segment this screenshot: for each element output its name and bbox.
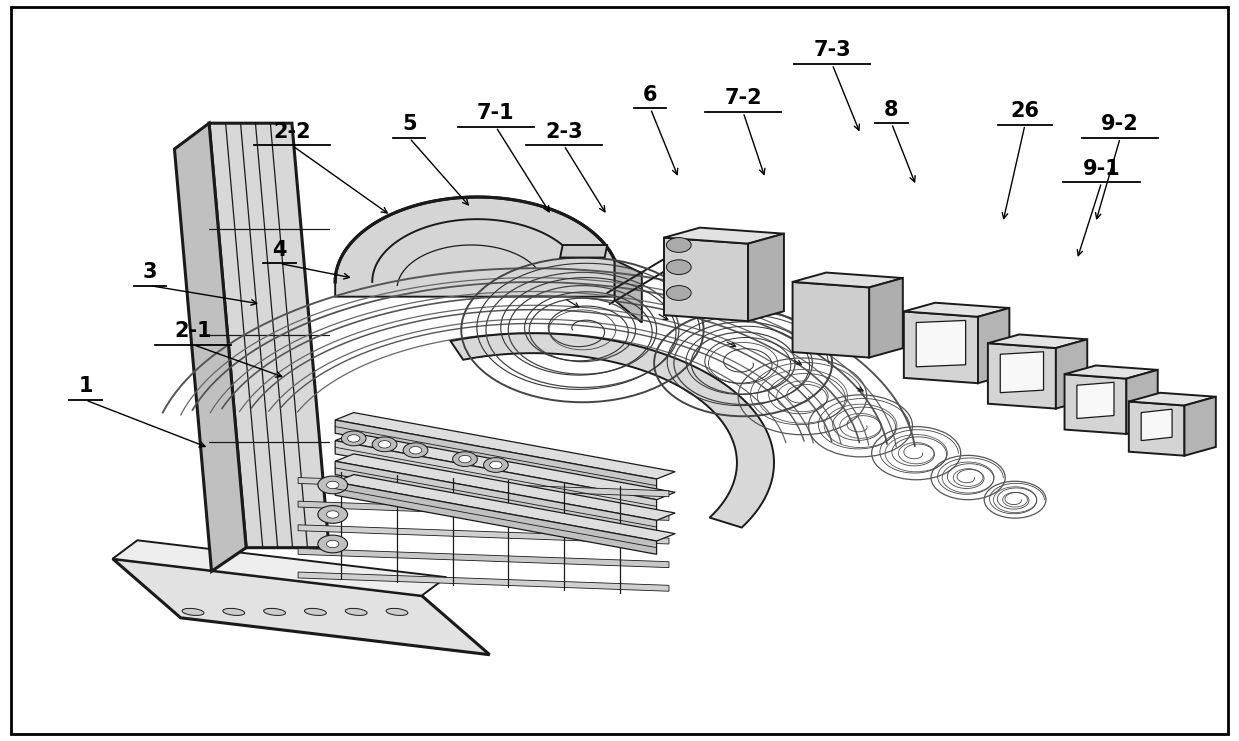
Polygon shape — [793, 273, 903, 288]
Polygon shape — [903, 311, 978, 383]
Circle shape — [342, 431, 366, 446]
Polygon shape — [336, 413, 675, 479]
Circle shape — [667, 238, 691, 253]
Ellipse shape — [223, 608, 245, 616]
Polygon shape — [336, 454, 675, 520]
Ellipse shape — [305, 608, 326, 616]
Polygon shape — [113, 559, 489, 655]
Polygon shape — [299, 548, 669, 568]
Circle shape — [483, 458, 508, 472]
Polygon shape — [1064, 374, 1126, 434]
Polygon shape — [1141, 409, 1172, 441]
Ellipse shape — [264, 608, 285, 616]
Polygon shape — [1184, 396, 1215, 456]
Polygon shape — [870, 278, 903, 358]
Circle shape — [452, 452, 477, 467]
Ellipse shape — [182, 608, 204, 616]
Polygon shape — [978, 308, 1010, 383]
Polygon shape — [299, 572, 669, 591]
Text: 5: 5 — [401, 114, 416, 134]
Text: 26: 26 — [1011, 101, 1040, 121]
Text: 4: 4 — [273, 240, 286, 260]
Circle shape — [667, 285, 691, 300]
Polygon shape — [560, 245, 607, 258]
Polygon shape — [615, 260, 642, 322]
Text: 9-2: 9-2 — [1101, 114, 1139, 134]
Polygon shape — [336, 482, 657, 554]
Circle shape — [318, 535, 347, 553]
Circle shape — [347, 435, 359, 442]
Circle shape — [318, 505, 347, 523]
Polygon shape — [664, 227, 784, 244]
Polygon shape — [336, 197, 615, 296]
Polygon shape — [987, 334, 1088, 348]
Circle shape — [378, 441, 390, 448]
Polygon shape — [336, 433, 675, 499]
Polygon shape — [1077, 382, 1114, 419]
Text: 3: 3 — [142, 262, 157, 282]
Circle shape — [458, 456, 471, 463]
Circle shape — [327, 481, 339, 488]
Text: 6: 6 — [643, 84, 658, 104]
Text: 2-3: 2-3 — [545, 122, 582, 142]
Polygon shape — [1064, 365, 1157, 379]
Polygon shape — [664, 238, 748, 321]
Circle shape — [489, 462, 502, 469]
Polygon shape — [209, 123, 330, 548]
Polygon shape — [1129, 393, 1215, 405]
Polygon shape — [748, 233, 784, 321]
Text: 8: 8 — [885, 99, 898, 119]
Text: 7-1: 7-1 — [477, 103, 514, 123]
Polygon shape — [987, 343, 1056, 408]
Polygon shape — [916, 320, 965, 367]
Polygon shape — [113, 540, 446, 596]
Polygon shape — [451, 333, 774, 528]
Polygon shape — [299, 525, 669, 544]
Polygon shape — [1129, 402, 1184, 456]
Text: 2-1: 2-1 — [175, 321, 212, 341]
Polygon shape — [903, 303, 1010, 316]
Circle shape — [327, 540, 339, 548]
Circle shape — [403, 443, 427, 458]
Circle shape — [372, 437, 396, 452]
Polygon shape — [336, 474, 675, 541]
Polygon shape — [175, 123, 247, 571]
Polygon shape — [336, 462, 657, 534]
Circle shape — [318, 476, 347, 494]
Text: 1: 1 — [78, 376, 93, 396]
Polygon shape — [1000, 352, 1043, 393]
Polygon shape — [1126, 370, 1157, 434]
Ellipse shape — [346, 608, 367, 616]
Circle shape — [409, 447, 421, 454]
Polygon shape — [299, 501, 669, 520]
Polygon shape — [336, 420, 657, 492]
Polygon shape — [299, 477, 669, 496]
Polygon shape — [793, 282, 870, 358]
Circle shape — [667, 260, 691, 274]
Text: 9-1: 9-1 — [1083, 159, 1120, 179]
Text: 7-3: 7-3 — [813, 41, 851, 61]
Polygon shape — [1056, 339, 1088, 408]
Text: 2-2: 2-2 — [273, 122, 311, 142]
Text: 7-2: 7-2 — [725, 88, 762, 108]
Polygon shape — [336, 441, 657, 513]
Ellipse shape — [387, 608, 408, 616]
Circle shape — [327, 511, 339, 518]
